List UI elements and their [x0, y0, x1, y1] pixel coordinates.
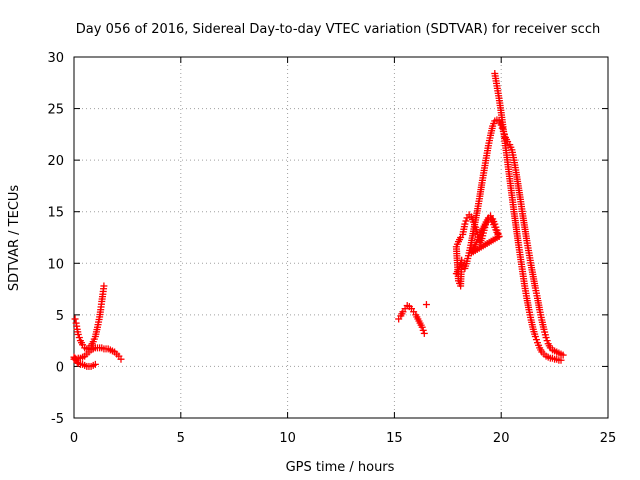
x-tick-label: 25: [600, 431, 617, 446]
data-point: [493, 226, 501, 234]
data-point: [531, 333, 539, 341]
axis-ticks: [73, 56, 609, 419]
data-point: [71, 315, 79, 323]
data-point: [495, 232, 503, 240]
x-tick-label: 0: [70, 431, 78, 446]
y-axis-label: SDTVAR / TECUs: [7, 185, 22, 292]
data-point: [117, 355, 125, 363]
data-point: [492, 223, 500, 231]
y-tick-label: 15: [47, 206, 64, 221]
data-point: [557, 356, 565, 364]
data-point: [461, 220, 469, 228]
x-tick-label: 20: [493, 431, 510, 446]
y-tick-label: 20: [47, 154, 64, 169]
y-tick-label: 25: [47, 103, 64, 118]
data-point: [420, 329, 428, 337]
grid-lines: [74, 57, 608, 418]
chart-title: Day 056 of 2016, Sidereal Day-to-day VTE…: [76, 22, 600, 37]
y-tick-labels: -5 0 5 10 15 20 25 30: [47, 51, 64, 427]
y-tick-label: -5: [51, 412, 64, 427]
data-point-isolated: [422, 301, 430, 309]
x-tick-labels: 0 5 10 15 20 25: [70, 431, 616, 446]
data-point: [74, 330, 82, 338]
data-point: [559, 351, 567, 359]
data-point: [491, 220, 499, 228]
data-point: [419, 326, 427, 334]
data-point: [91, 360, 99, 368]
plot-frame: [73, 56, 609, 419]
data-point: [494, 229, 502, 237]
data-point: [100, 282, 108, 290]
x-tick-label: 15: [386, 431, 403, 446]
x-axis-label: GPS time / hours: [286, 460, 395, 475]
y-tick-label: 30: [47, 51, 64, 66]
y-tick-label: 10: [47, 257, 64, 272]
data-points: [70, 70, 567, 370]
data-point: [75, 334, 83, 342]
data-point: [532, 336, 540, 344]
data-point: [418, 323, 426, 331]
y-tick-label: 0: [56, 360, 64, 375]
data-point: [542, 334, 550, 342]
data-point: [462, 217, 470, 225]
x-tick-label: 10: [279, 431, 296, 446]
y-tick-label: 5: [56, 309, 64, 324]
data-point: [543, 337, 551, 345]
x-tick-label: 5: [177, 431, 185, 446]
